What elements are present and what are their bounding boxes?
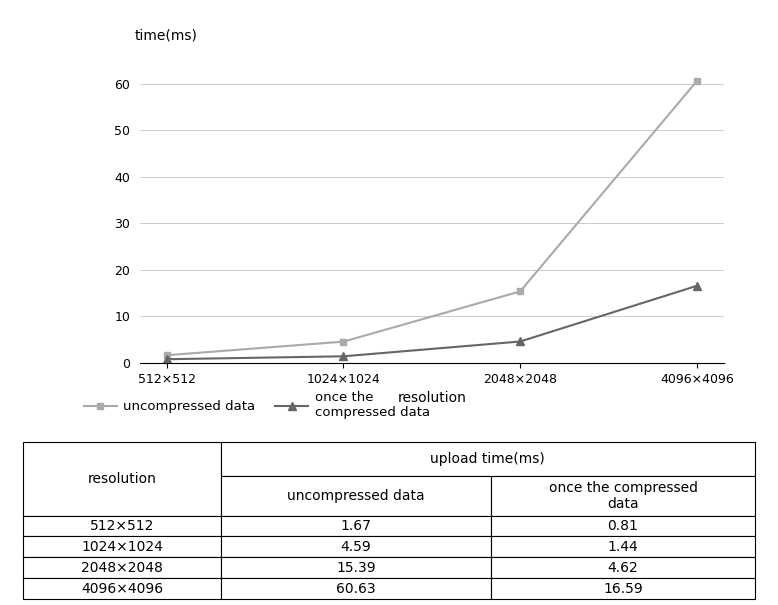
Text: 1.67: 1.67 bbox=[341, 519, 372, 533]
Bar bbox=[221, 578, 492, 599]
Bar bbox=[492, 578, 755, 599]
Text: 512×512: 512×512 bbox=[90, 519, 154, 533]
Bar bbox=[23, 557, 221, 578]
Bar bbox=[492, 557, 755, 578]
Bar bbox=[23, 515, 221, 537]
Bar bbox=[23, 578, 221, 599]
Text: 1.44: 1.44 bbox=[608, 540, 639, 554]
Bar bbox=[221, 476, 492, 515]
Text: 16.59: 16.59 bbox=[603, 581, 643, 595]
Text: 60.63: 60.63 bbox=[336, 581, 376, 595]
Bar bbox=[23, 537, 221, 557]
Bar bbox=[492, 476, 755, 515]
Text: 2048×2048: 2048×2048 bbox=[81, 561, 163, 575]
Bar bbox=[221, 515, 492, 537]
Text: 4096×4096: 4096×4096 bbox=[81, 581, 163, 595]
Text: 1024×1024: 1024×1024 bbox=[81, 540, 163, 554]
Bar bbox=[221, 442, 755, 476]
Text: time(ms): time(ms) bbox=[134, 28, 197, 42]
Text: 4.62: 4.62 bbox=[608, 561, 639, 575]
Bar bbox=[23, 442, 221, 515]
X-axis label: resolution: resolution bbox=[398, 391, 466, 405]
Text: 15.39: 15.39 bbox=[336, 561, 376, 575]
Legend: uncompressed data, once the
compressed data: uncompressed data, once the compressed d… bbox=[79, 386, 436, 425]
Bar bbox=[221, 537, 492, 557]
Bar bbox=[221, 557, 492, 578]
Text: upload time(ms): upload time(ms) bbox=[430, 452, 545, 466]
Text: uncompressed data: uncompressed data bbox=[287, 489, 425, 503]
Text: once the compressed
data: once the compressed data bbox=[548, 481, 698, 511]
Bar bbox=[492, 537, 755, 557]
Text: 4.59: 4.59 bbox=[341, 540, 371, 554]
Bar bbox=[492, 515, 755, 537]
Text: resolution: resolution bbox=[88, 472, 156, 486]
Text: 0.81: 0.81 bbox=[608, 519, 639, 533]
